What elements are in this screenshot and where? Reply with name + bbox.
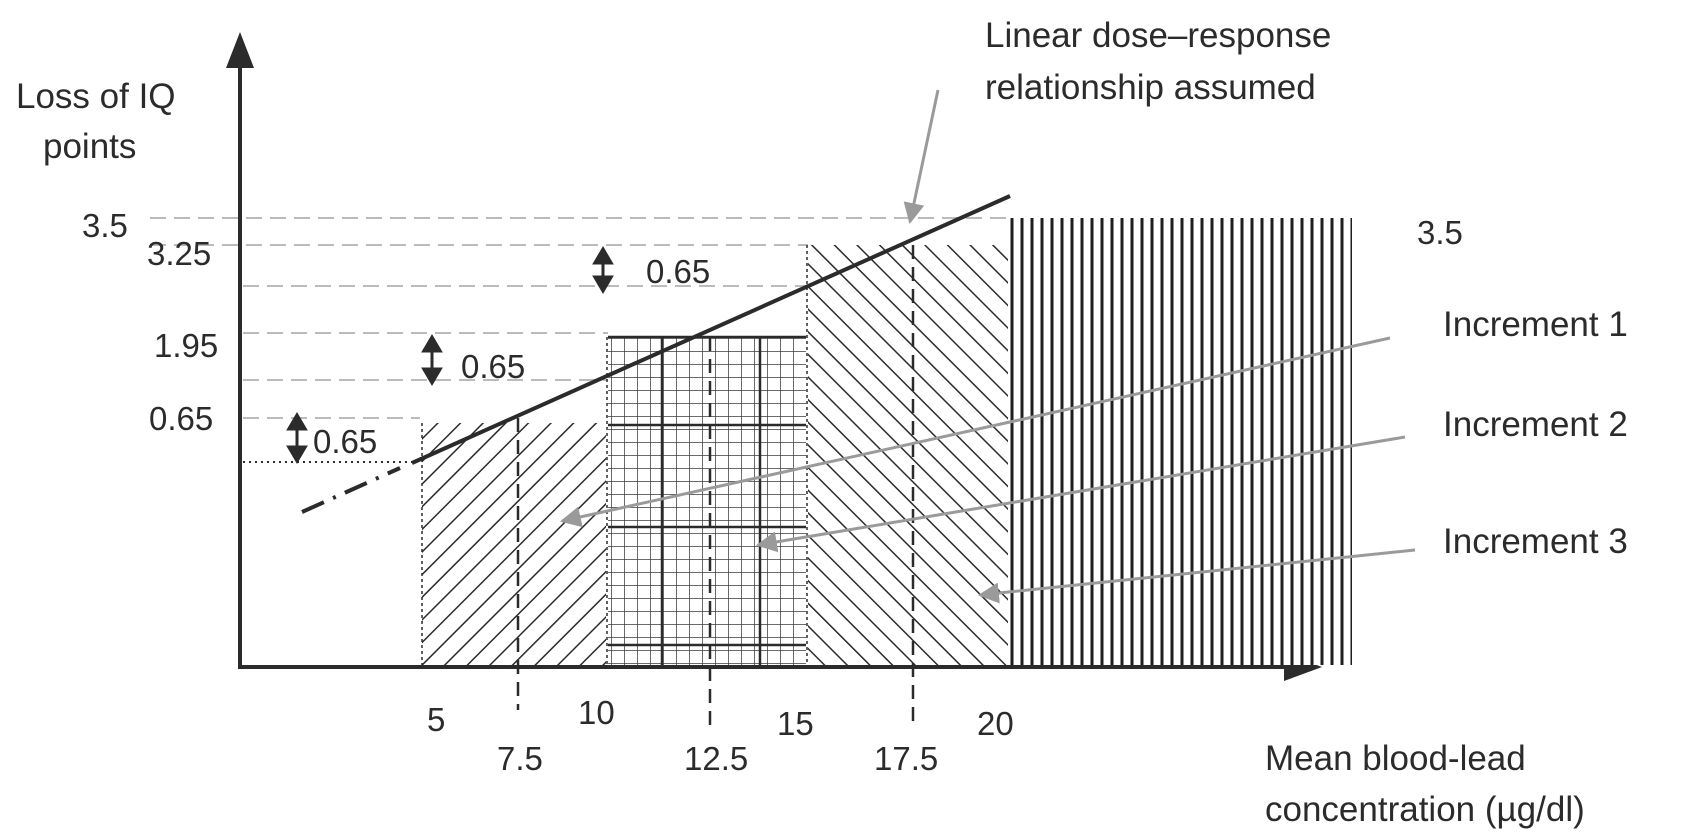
bands <box>421 218 1352 665</box>
y-axis-label: Loss of IQ points <box>16 77 176 166</box>
x-tick-20: 20 <box>977 705 1014 742</box>
y-axis-arrowhead <box>226 32 254 68</box>
x-tick-5: 5 <box>427 701 445 738</box>
band-edges <box>421 245 808 665</box>
midpoint-lines <box>516 245 915 728</box>
axes <box>226 32 1322 681</box>
delta-arrow-3 <box>592 246 614 294</box>
x-tick-7-5: 7.5 <box>497 740 543 777</box>
x-axis-label-line-1: Mean blood-lead <box>1265 739 1526 778</box>
band-5-10 <box>422 423 606 665</box>
increment-2-arrow <box>755 435 1406 553</box>
delta-label-1: 0.65 <box>313 423 377 460</box>
x-tick-17-5: 17.5 <box>874 740 938 777</box>
band-10-15-thick-lines <box>608 335 806 665</box>
x-ticks-lower: 7.5 12.5 17.5 <box>497 740 938 777</box>
increment-3-arrow <box>977 548 1416 604</box>
x-tick-15: 15 <box>777 705 814 742</box>
annotation-line-1: Linear dose–response <box>985 16 1331 55</box>
delta-arrow-1 <box>286 412 308 464</box>
pointer-arrows <box>559 89 1416 604</box>
y-tick-1-95: 1.95 <box>154 327 218 364</box>
y-ticks: 3.5 3.25 1.95 0.65 <box>82 207 218 437</box>
y-tick-3-25: 3.25 <box>147 235 211 272</box>
x-axis-label: Mean blood-lead concentration (µg/dl) <box>1265 739 1585 829</box>
delta-labels: 0.65 0.65 0.65 <box>313 253 710 460</box>
guide-lines <box>150 217 1010 419</box>
band-15-20 <box>808 245 1008 665</box>
y-tick-3-5: 3.5 <box>82 207 128 244</box>
y-axis-label-line-1: Loss of IQ <box>16 77 176 116</box>
increment-3-label: Increment 3 <box>1443 522 1628 561</box>
delta-label-2: 0.65 <box>461 348 525 385</box>
delta-arrows <box>286 246 614 464</box>
dose-response-line <box>411 194 1011 465</box>
band-20-plus <box>1008 218 1352 665</box>
right-value-label: 3.5 <box>1417 214 1463 251</box>
dose-response-extrapolation <box>301 466 401 514</box>
delta-arrow-2 <box>421 334 443 386</box>
y-axis-label-line-2: points <box>43 127 136 166</box>
annotation-line-2: relationship assumed <box>985 68 1316 107</box>
annotation-text: Linear dose–response relationship assume… <box>985 16 1331 107</box>
increment-1-arrow <box>559 336 1391 528</box>
delta-label-3: 0.65 <box>646 253 710 290</box>
increment-2-label: Increment 2 <box>1443 405 1628 444</box>
annotation-arrow <box>903 89 940 225</box>
x-tick-12-5: 12.5 <box>684 740 748 777</box>
increment-labels: Increment 1 Increment 2 Increment 3 <box>1443 305 1628 561</box>
x-ticks-upper: 5 10 15 20 <box>427 694 1014 742</box>
band-10-15 <box>608 337 806 665</box>
increment-1-label: Increment 1 <box>1443 305 1628 344</box>
y-tick-0-65: 0.65 <box>149 400 213 437</box>
x-axis-label-line-2: concentration (µg/dl) <box>1265 790 1585 829</box>
x-tick-10: 10 <box>578 694 615 731</box>
